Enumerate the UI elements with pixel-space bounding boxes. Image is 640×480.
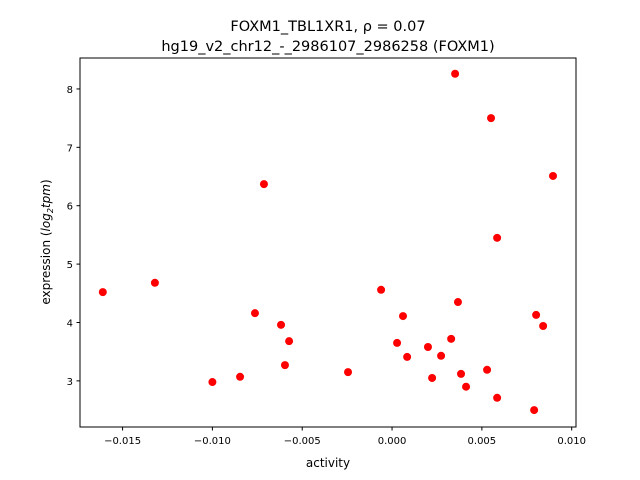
y-tick: 5	[67, 260, 80, 271]
data-point	[532, 310, 541, 319]
x-axis-label: activity	[306, 456, 350, 470]
chart-title-line2: hg19_v2_chr12_-_2986107_2986258 (FOXM1)	[161, 39, 494, 55]
x-axis-ticks: −0.015 −0.010 −0.005 0.000 0.005 0.010	[104, 427, 586, 447]
data-point	[393, 338, 402, 347]
x-tick-label: 0.010	[557, 436, 586, 447]
y-tick-label: 5	[67, 260, 73, 271]
x-tick: −0.015	[104, 427, 141, 447]
data-point	[344, 368, 353, 377]
data-point	[451, 69, 460, 78]
data-point	[280, 361, 289, 370]
data-point	[423, 343, 432, 352]
x-tick-label: 0.005	[468, 436, 497, 447]
data-point	[493, 393, 502, 402]
data-point	[530, 406, 539, 415]
x-tick: 0.000	[378, 427, 407, 447]
y-tick: 4	[67, 318, 80, 329]
data-point	[98, 288, 107, 297]
data-point	[493, 233, 502, 242]
y-axis-label: expression (log2tpm)	[39, 179, 55, 304]
data-point	[437, 351, 446, 360]
data-point	[483, 365, 492, 374]
data-point	[150, 278, 159, 287]
data-point	[549, 171, 558, 180]
y-tick-label: 6	[67, 202, 73, 213]
y-tick: 8	[67, 85, 80, 96]
y-tick-label: 8	[67, 85, 73, 96]
data-point	[277, 320, 286, 329]
plot-frame	[79, 57, 577, 428]
data-point	[399, 312, 408, 321]
data-point	[403, 352, 412, 361]
data-point	[236, 372, 245, 381]
y-tick-label: 3	[67, 377, 73, 388]
x-tick: 0.005	[468, 427, 497, 447]
data-point	[447, 334, 456, 343]
x-tick-label: −0.005	[284, 436, 321, 447]
data-point	[453, 298, 462, 307]
chart-title-line1: FOXM1_TBL1XR1, ρ = 0.07	[230, 19, 425, 35]
x-tick: 0.010	[557, 427, 586, 447]
data-points	[98, 69, 558, 415]
y-tick-label: 4	[67, 318, 73, 329]
y-tick-label: 7	[67, 143, 73, 154]
x-tick: −0.010	[194, 427, 231, 447]
y-tick: 3	[67, 377, 80, 388]
y-tick: 7	[67, 143, 80, 154]
data-point	[259, 180, 268, 189]
data-point	[250, 309, 259, 318]
data-point	[487, 114, 496, 123]
data-point	[539, 321, 548, 330]
x-tick-label: −0.015	[104, 436, 141, 447]
data-point	[428, 373, 437, 382]
data-point	[377, 285, 386, 294]
y-tick: 6	[67, 202, 80, 213]
data-point	[462, 382, 471, 391]
data-point	[285, 337, 294, 346]
x-tick-label: −0.010	[194, 436, 231, 447]
data-point	[457, 369, 466, 378]
y-axis-ticks: 3 4 5 6 7 8	[67, 85, 80, 388]
x-tick: −0.005	[284, 427, 321, 447]
data-point	[208, 378, 217, 387]
x-tick-label: 0.000	[378, 436, 407, 447]
